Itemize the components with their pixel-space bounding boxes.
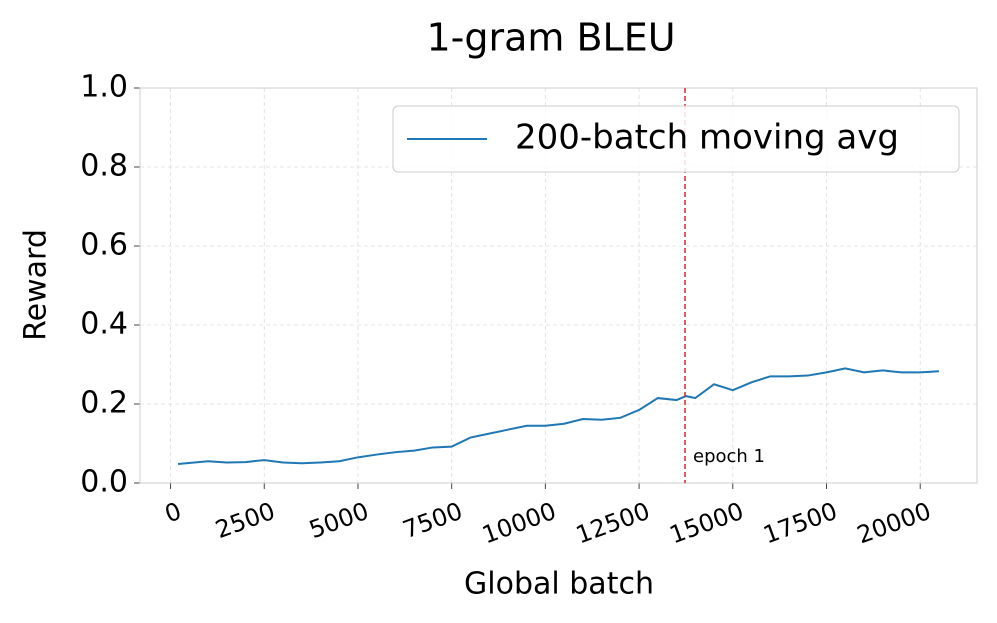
x-tick-label: 17500 [760, 497, 841, 549]
legend-box [392, 105, 960, 173]
y-axis-label: Reward [19, 229, 54, 341]
line-series [177, 367, 940, 466]
x-tick-label: 7500 [399, 497, 466, 544]
x-axis-label: Global batch [464, 567, 654, 602]
y-tick-label: 1.0 [80, 70, 128, 105]
plot-frame [139, 87, 978, 484]
legend: 200-batch moving avg [392, 105, 960, 173]
x-tick-label: 10000 [478, 497, 559, 549]
x-tick-label: 5000 [305, 497, 372, 544]
x-tick-label: 20000 [853, 497, 934, 549]
y-tick-label: 0.6 [80, 228, 128, 263]
y-tick-label: 0.0 [80, 465, 128, 500]
x-tick-label: 12500 [572, 497, 653, 549]
x-tick-label: 15000 [666, 497, 747, 549]
epoch-label: epoch 1 [693, 446, 765, 467]
x-tick-label: 0 [161, 497, 185, 529]
legend-label: 200-batch moving avg [515, 118, 899, 158]
x-tick-label: 2500 [212, 497, 279, 544]
y-tick-label: 0.2 [80, 386, 128, 421]
y-tick-label: 0.4 [80, 307, 128, 342]
y-tick-label: 0.8 [80, 149, 128, 184]
chart-title: 1-gram BLEU [426, 16, 675, 60]
